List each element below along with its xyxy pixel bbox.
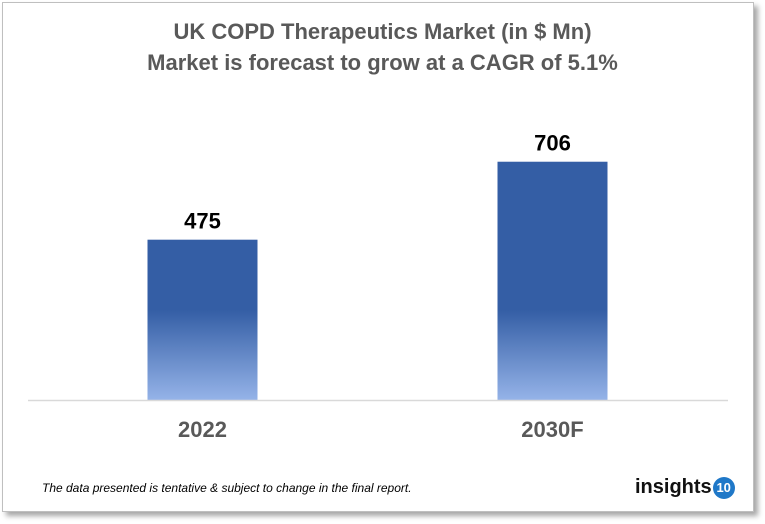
disclaimer-note: The data presented is tentative & subjec… [42, 481, 412, 495]
logo-badge: 10 [712, 476, 735, 499]
data-label-2022: 475 [184, 209, 221, 234]
x-tick-label-2022: 2022 [178, 417, 227, 442]
x-tick-label-2030F: 2030F [521, 417, 583, 442]
data-label-2030F: 706 [534, 131, 571, 156]
chart-subtitle: Market is forecast to grow at a CAGR of … [147, 50, 618, 75]
bar-2022 [147, 239, 258, 400]
chart-frame [2, 2, 754, 512]
insights10-logo: insights 10 [635, 476, 735, 499]
logo-text: insights [635, 476, 712, 498]
chart-title: UK COPD Therapeutics Market (in $ Mn) [173, 19, 592, 44]
bar-2030F [497, 161, 608, 400]
